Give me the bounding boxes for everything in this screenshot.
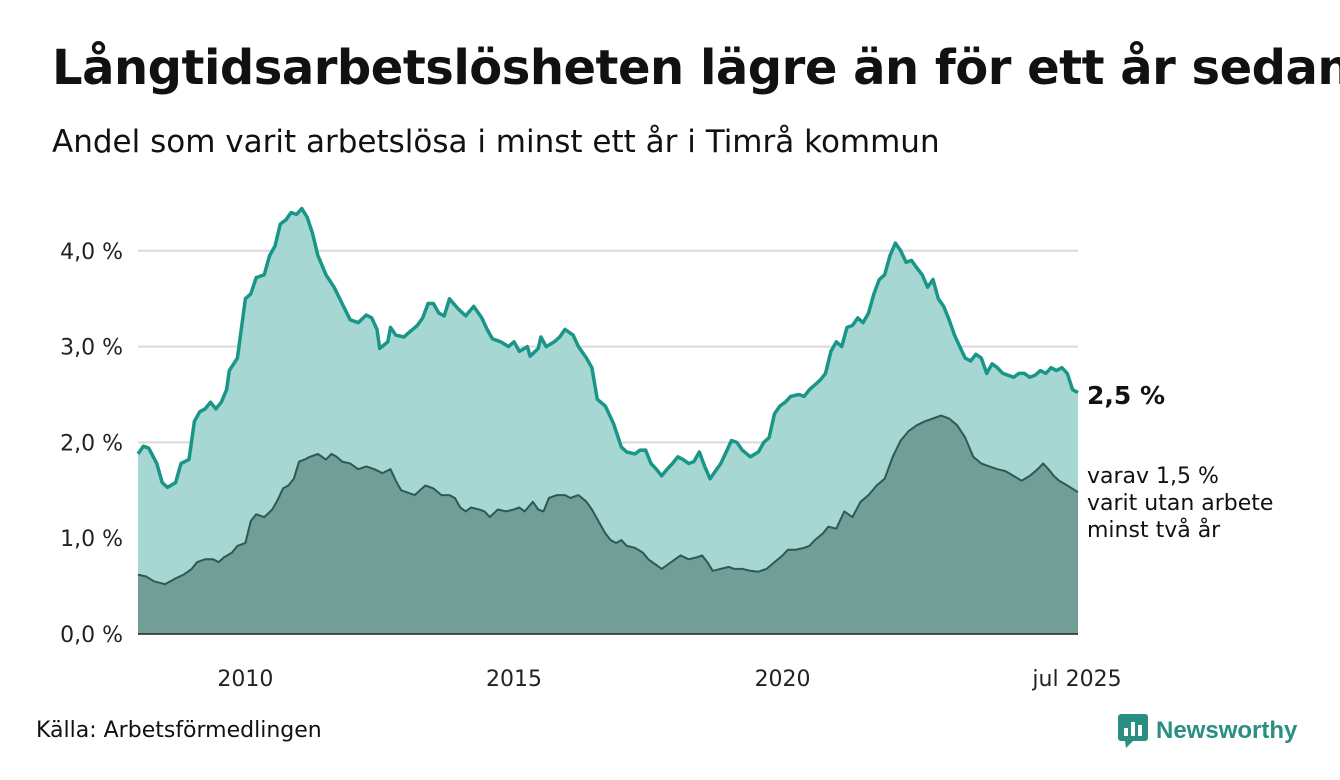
area-layer [138, 208, 1078, 634]
chart-title: Långtidsarbetslösheten lägre än för ett … [52, 40, 1340, 96]
x-tick-label: 2020 [755, 667, 811, 692]
source-note: Källa: Arbetsförmedlingen [36, 718, 322, 743]
y-tick-label: 1,0 % [60, 527, 123, 552]
y-tick-label: 3,0 % [60, 336, 123, 361]
x-tick-label: jul 2025 [1031, 667, 1121, 692]
newsworthy-logo-icon [1118, 714, 1148, 748]
line-layer [136, 206, 1079, 586]
area-chart: 0,0 % 1,0 % 2,0 % 3,0 % 4,0 % 2010 2015 2020 ju… [60, 206, 1273, 692]
brand-name: Newsworthy [1156, 717, 1298, 744]
chart-subtitle: Andel som varit arbetslösa i minst ett å… [52, 124, 940, 160]
series-1-end-label: 2,5 % [1087, 381, 1165, 410]
series-1-long-term-unemployed-line [136, 206, 1079, 490]
x-tick-label: 2015 [486, 667, 542, 692]
series-2-end-label-line: varit utan arbete [1087, 491, 1273, 516]
x-axis-ticks: 2010 2015 2020 jul 2025 [217, 667, 1121, 692]
brand-logo: Newsworthy [1118, 714, 1297, 748]
series-2-end-label-line: minst två år [1087, 517, 1221, 543]
y-tick-label: 0,0 % [60, 623, 123, 648]
x-tick-label: 2010 [217, 667, 273, 692]
series-2-two-years-plus-line [137, 414, 1079, 586]
y-axis-ticks: 0,0 % 1,0 % 2,0 % 3,0 % 4,0 % [60, 240, 123, 648]
y-tick-label: 2,0 % [60, 431, 123, 456]
series-2-two-years-plus-area [138, 415, 1078, 634]
y-tick-label: 4,0 % [60, 240, 123, 265]
series-2-end-label-line: varav 1,5 % [1087, 464, 1219, 489]
